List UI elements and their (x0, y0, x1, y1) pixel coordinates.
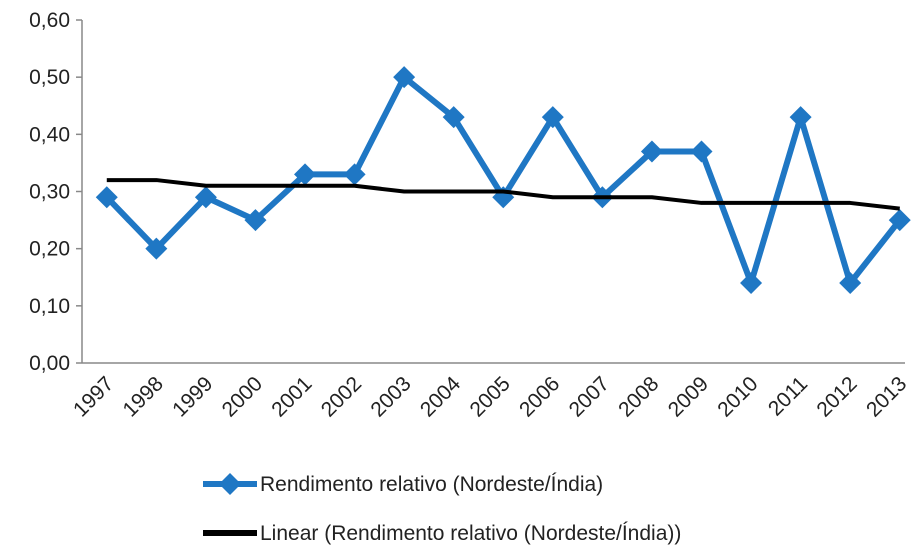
x-tick-label: 2007 (565, 372, 614, 421)
data-point (145, 237, 168, 260)
x-tick-label: 1998 (119, 372, 168, 421)
y-tick-label: 0,40 (29, 123, 70, 146)
data-point (640, 140, 663, 163)
series-line (104, 74, 903, 286)
data-point (789, 106, 812, 129)
x-tick-label: 2009 (664, 372, 713, 421)
data-point (442, 106, 465, 129)
legend-label: Linear (Rendimento relativo (Nordeste/Ín… (260, 522, 681, 545)
x-tick-label: 1997 (69, 372, 118, 421)
x-tick-label: 2010 (713, 372, 762, 421)
x-tick-label: 2011 (764, 372, 812, 420)
x-tick-label: 2008 (614, 372, 663, 421)
x-tick-label: 2006 (515, 372, 564, 421)
y-tick-label: 0,30 (29, 181, 70, 204)
x-tick-label: 2005 (465, 372, 514, 421)
x-tick-label: 2001 (267, 372, 316, 421)
data-point (294, 163, 317, 186)
data-point (95, 186, 118, 209)
x-tick-label: 2012 (812, 372, 861, 421)
y-tick-label: 0,00 (29, 352, 70, 375)
data-point (343, 163, 366, 186)
data-point (244, 209, 267, 232)
x-tick-label: 2002 (317, 372, 366, 421)
data-point (690, 140, 713, 163)
y-tick-label: 0,50 (29, 66, 70, 89)
data-point (541, 106, 564, 129)
x-tick-label: 2000 (218, 372, 267, 421)
series-line (106, 178, 900, 211)
data-point (839, 271, 862, 294)
x-tick-label: 2003 (366, 372, 415, 421)
x-tick-label: 1999 (168, 372, 217, 421)
data-point (393, 66, 416, 89)
x-tick-label: 2004 (416, 372, 466, 422)
data-point (740, 271, 763, 294)
data-point (194, 186, 217, 209)
x-tick-label: 2013 (862, 372, 911, 421)
y-tick-label: 0,60 (29, 9, 70, 32)
legend-marker (219, 473, 241, 495)
y-tick-label: 0,10 (29, 295, 70, 318)
y-tick-label: 0,20 (29, 238, 70, 261)
data-point (888, 209, 911, 232)
legend-label: Rendimento relativo (Nordeste/Índia) (260, 473, 603, 496)
